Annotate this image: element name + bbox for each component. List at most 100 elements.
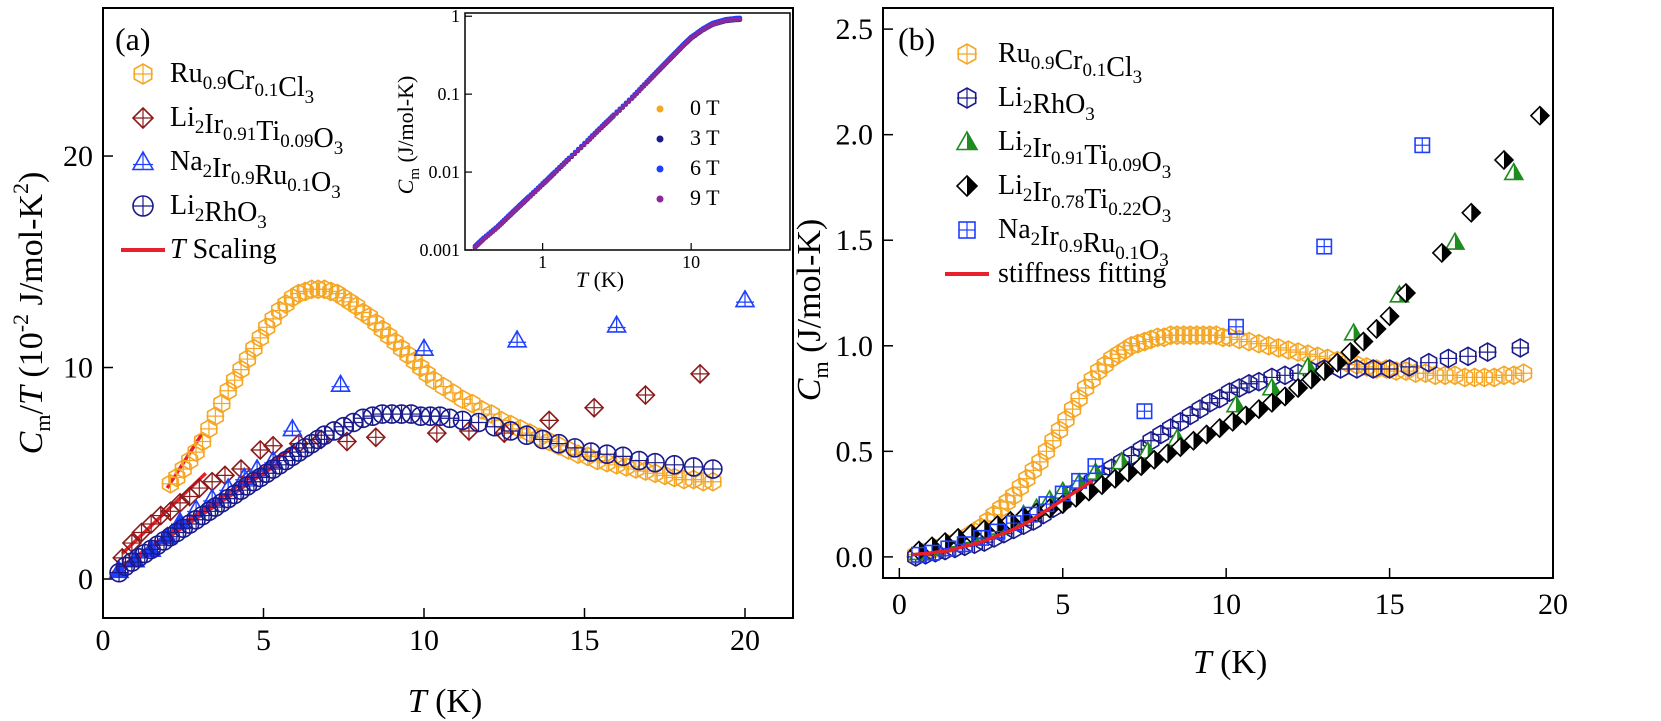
inset-y-axis-title: Cm (J/mol-K)	[393, 76, 423, 195]
data-point	[597, 444, 617, 465]
data-point	[330, 373, 351, 392]
inset-legend-marker	[656, 135, 664, 143]
inset-point	[579, 145, 584, 150]
data-point	[401, 404, 421, 424]
data-point	[1461, 202, 1482, 223]
legend-label: Na2Ir0.9Ru0.1O3	[998, 214, 1169, 271]
y-tick-label: 1.5	[836, 224, 874, 257]
data-point	[1222, 411, 1243, 432]
data-point	[439, 408, 460, 429]
data-point	[1144, 449, 1165, 470]
inset-point	[575, 148, 581, 153]
inset-point	[566, 157, 571, 162]
inset-y-tick-label: 0.001	[420, 240, 461, 260]
x-tick-label: 20	[1538, 588, 1568, 621]
panel-a-legend: Ru0.9Cr0.1Cl3Li2Ir0.91Ti0.09O3Na2Ir0.9Ru…	[121, 58, 343, 265]
inset-x-axis-title: T (K)	[576, 267, 624, 292]
data-point	[1301, 369, 1322, 390]
inset-legend-label: 6 T	[690, 155, 720, 180]
x-tick-label: 20	[730, 624, 760, 657]
data-point	[645, 452, 665, 473]
legend-label: Li2Ir0.78Ti0.22O3	[998, 170, 1171, 227]
data-point	[1316, 238, 1333, 255]
legend-marker	[133, 63, 153, 85]
data-point	[1227, 318, 1244, 335]
fit-curve	[912, 479, 1094, 557]
inset-ticks: 1 10 0.001 0.01 0.1 1	[420, 6, 701, 272]
data-point	[1485, 367, 1504, 388]
inset-point	[611, 113, 616, 119]
data-point	[324, 421, 344, 441]
legend-label: Li2RhO3	[170, 190, 267, 233]
data-point	[1504, 365, 1523, 386]
data-point	[1259, 335, 1278, 356]
inset-legend-label: 9 T	[690, 185, 720, 210]
inset-legend-marker	[656, 105, 664, 113]
x-tick-label: 10	[1211, 588, 1241, 621]
data-point	[1170, 436, 1191, 458]
data-point	[452, 410, 473, 431]
legend-marker	[955, 174, 979, 198]
legend-marker	[957, 87, 977, 109]
data-point	[1230, 378, 1249, 398]
data-point	[1289, 342, 1308, 363]
inset-legend-label: 0 T	[690, 95, 720, 120]
data-point	[1459, 346, 1478, 367]
data-point	[1366, 318, 1387, 340]
panel-b-x-axis-title: T (K)	[1193, 644, 1268, 681]
data-point	[353, 408, 373, 429]
data-point	[1230, 329, 1249, 350]
data-point	[1503, 162, 1525, 181]
data-point	[362, 406, 383, 426]
data-point	[1529, 105, 1551, 126]
inset-point	[617, 108, 622, 113]
x-tick-label: 0	[96, 624, 111, 657]
data-point	[1157, 443, 1178, 464]
data-point	[1087, 458, 1104, 475]
data-point	[1200, 392, 1219, 413]
data-point	[1514, 363, 1533, 384]
data-point	[516, 425, 537, 445]
data-point	[1131, 455, 1152, 477]
data-point	[583, 397, 605, 418]
panel-a: 0 5 10 15 20 0 10 20 (a) Ru0.9Cr0.1Cl3Li2Ir0.9…	[8, 6, 794, 720]
data-point	[1431, 242, 1453, 264]
data-point	[581, 442, 601, 462]
data-point	[1340, 341, 1361, 363]
data-point	[1183, 430, 1204, 451]
inset-x-tick-label: 1	[538, 252, 547, 272]
legend-label: Li2RhO3	[998, 82, 1095, 125]
legend-label: T Scaling	[170, 234, 277, 265]
y-tick-label: 0.5	[836, 435, 874, 468]
inset-point	[614, 110, 619, 116]
data-point	[1240, 373, 1259, 394]
data-point	[635, 384, 656, 406]
legend-label: Ru0.9Cr0.1Cl3	[170, 58, 314, 108]
data-point	[308, 429, 328, 450]
data-point	[1444, 231, 1466, 250]
data-point	[343, 412, 364, 433]
data-point	[1400, 356, 1419, 377]
inset-y-tick-label: 0.01	[429, 162, 461, 182]
panel-a-x-ticks: 0 5 10 15 20	[96, 608, 760, 657]
inset-y-tick-label: 0.1	[438, 84, 461, 104]
data-point	[689, 363, 711, 384]
inset-curves	[472, 15, 743, 250]
data-point	[1117, 462, 1139, 483]
data-point	[1314, 360, 1335, 382]
data-point	[1395, 282, 1417, 304]
data-point	[1419, 352, 1438, 373]
data-point	[430, 406, 450, 426]
data-point	[664, 454, 685, 475]
legend-label: Ru0.9Cr0.1Cl3	[998, 38, 1142, 88]
x-tick-label: 15	[570, 624, 600, 657]
panel-b: 0 5 10 15 20 0.0 0.5 1.0 1.5 2.0 2.5 (b) Ru0.9Cr0…	[791, 7, 1568, 681]
data-point	[1225, 394, 1247, 413]
inset-legend-marker	[656, 165, 664, 173]
inset-point	[572, 151, 578, 156]
inset-point	[620, 105, 625, 110]
data-point	[1249, 333, 1268, 354]
legend-marker	[131, 106, 155, 130]
data-point	[734, 289, 756, 308]
